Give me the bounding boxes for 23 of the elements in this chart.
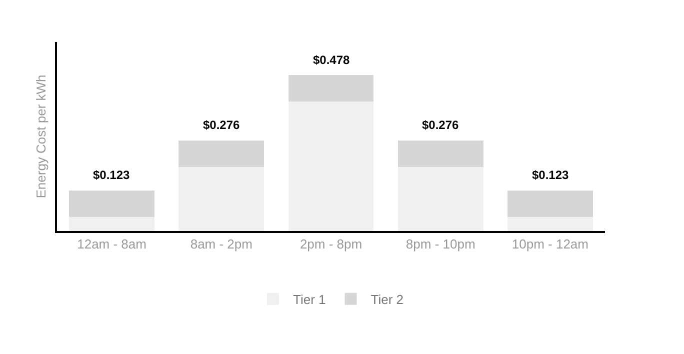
bar [398,166,484,231]
annotation: $0.276 [203,118,240,132]
bar [178,166,264,231]
bar [288,101,374,231]
x-tick-label: 8am - 2pm [190,236,252,252]
bar [69,190,155,217]
bar [178,140,264,167]
bar [288,74,374,102]
x-tick-label: 2pm - 8pm [300,236,362,252]
annotation: $0.123 [532,168,570,182]
bar [507,190,593,217]
legend-label: Tier 1 [293,292,326,307]
annotation: $0.123 [93,168,130,182]
legend-label: Tier 2 [370,292,404,307]
bar [507,216,593,231]
y-axis-title: Energy Cost per kWh [33,74,48,198]
bar [69,216,155,231]
x-tick-label: 12am - 8am [77,236,146,252]
x-tick-label: 10pm - 12am [512,236,588,252]
bar [398,140,484,167]
annotation: $0.276 [422,118,460,132]
x-tick-label: 8pm - 10pm [406,236,476,252]
annotation: $0.478 [313,53,350,67]
